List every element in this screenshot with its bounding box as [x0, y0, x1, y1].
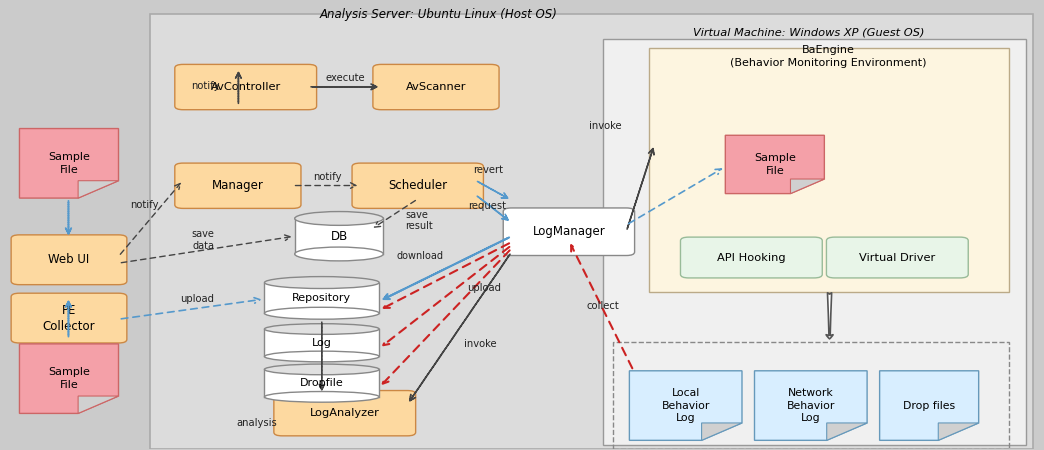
- Ellipse shape: [294, 212, 383, 225]
- FancyBboxPatch shape: [264, 329, 379, 356]
- Text: collect: collect: [587, 301, 619, 311]
- Ellipse shape: [264, 351, 379, 362]
- FancyBboxPatch shape: [174, 64, 316, 110]
- Text: upload: upload: [180, 294, 214, 304]
- FancyBboxPatch shape: [373, 64, 499, 110]
- FancyBboxPatch shape: [294, 218, 383, 254]
- Text: Scheduler: Scheduler: [388, 179, 447, 192]
- Text: AvController: AvController: [211, 82, 281, 92]
- Text: Sample
File: Sample File: [754, 153, 796, 176]
- FancyBboxPatch shape: [603, 39, 1025, 445]
- FancyBboxPatch shape: [827, 237, 968, 278]
- Text: LogManager: LogManager: [532, 225, 606, 238]
- Text: request: request: [469, 201, 506, 211]
- FancyBboxPatch shape: [649, 48, 1009, 292]
- Polygon shape: [20, 344, 119, 414]
- Ellipse shape: [264, 324, 379, 334]
- Text: notify: notify: [191, 81, 219, 91]
- Text: analysis: analysis: [237, 418, 278, 428]
- Text: Web UI: Web UI: [48, 253, 90, 266]
- Text: Sample
File: Sample File: [48, 368, 90, 390]
- Polygon shape: [630, 371, 742, 441]
- Text: Virtual Driver: Virtual Driver: [859, 252, 935, 262]
- Text: revert: revert: [473, 165, 503, 175]
- Polygon shape: [78, 396, 119, 414]
- Text: Analysis Server: Ubuntu Linux (Host OS): Analysis Server: Ubuntu Linux (Host OS): [319, 8, 557, 21]
- Polygon shape: [880, 371, 978, 441]
- Text: AvScanner: AvScanner: [406, 82, 467, 92]
- Text: save
data: save data: [191, 229, 214, 251]
- Text: save
result: save result: [405, 210, 433, 231]
- Text: PE
Collector: PE Collector: [43, 304, 95, 333]
- FancyBboxPatch shape: [11, 235, 127, 285]
- FancyBboxPatch shape: [11, 293, 127, 343]
- FancyBboxPatch shape: [264, 283, 379, 313]
- Text: Manager: Manager: [212, 179, 264, 192]
- Text: Repository: Repository: [292, 293, 352, 303]
- FancyBboxPatch shape: [274, 391, 416, 436]
- Ellipse shape: [264, 364, 379, 375]
- Text: execute: execute: [326, 73, 365, 83]
- Text: notify: notify: [130, 200, 159, 210]
- FancyBboxPatch shape: [264, 369, 379, 397]
- Polygon shape: [702, 423, 742, 441]
- Ellipse shape: [264, 277, 379, 288]
- Polygon shape: [939, 423, 978, 441]
- Text: Log: Log: [312, 338, 332, 348]
- FancyBboxPatch shape: [149, 14, 1033, 449]
- Ellipse shape: [264, 307, 379, 319]
- Polygon shape: [726, 135, 825, 194]
- Polygon shape: [827, 423, 868, 441]
- Polygon shape: [755, 371, 868, 441]
- Text: DB: DB: [330, 230, 348, 243]
- Text: Virtual Machine: Windows XP (Guest OS): Virtual Machine: Windows XP (Guest OS): [693, 28, 925, 38]
- Text: API Hooking: API Hooking: [717, 252, 786, 262]
- Text: Local
Behavior
Log: Local Behavior Log: [662, 388, 710, 423]
- Text: Sample
File: Sample File: [48, 152, 90, 175]
- Ellipse shape: [294, 247, 383, 261]
- FancyBboxPatch shape: [174, 163, 301, 208]
- FancyBboxPatch shape: [352, 163, 483, 208]
- Text: BaEngine
(Behavior Monitoring Environment): BaEngine (Behavior Monitoring Environmen…: [730, 45, 927, 68]
- Text: Drop files: Drop files: [903, 400, 955, 410]
- Text: Network
Behavior
Log: Network Behavior Log: [786, 388, 835, 423]
- Polygon shape: [790, 179, 825, 194]
- FancyBboxPatch shape: [681, 237, 823, 278]
- Polygon shape: [78, 181, 119, 198]
- Text: LogAnalyzer: LogAnalyzer: [310, 408, 380, 418]
- FancyBboxPatch shape: [503, 208, 635, 256]
- Text: download: download: [397, 252, 444, 261]
- Ellipse shape: [264, 392, 379, 402]
- Text: invoke: invoke: [590, 122, 622, 131]
- Text: Dropfile: Dropfile: [300, 378, 343, 388]
- Polygon shape: [20, 129, 119, 198]
- Text: notify: notify: [313, 171, 341, 181]
- Text: invoke: invoke: [464, 339, 497, 349]
- Text: upload: upload: [467, 283, 501, 293]
